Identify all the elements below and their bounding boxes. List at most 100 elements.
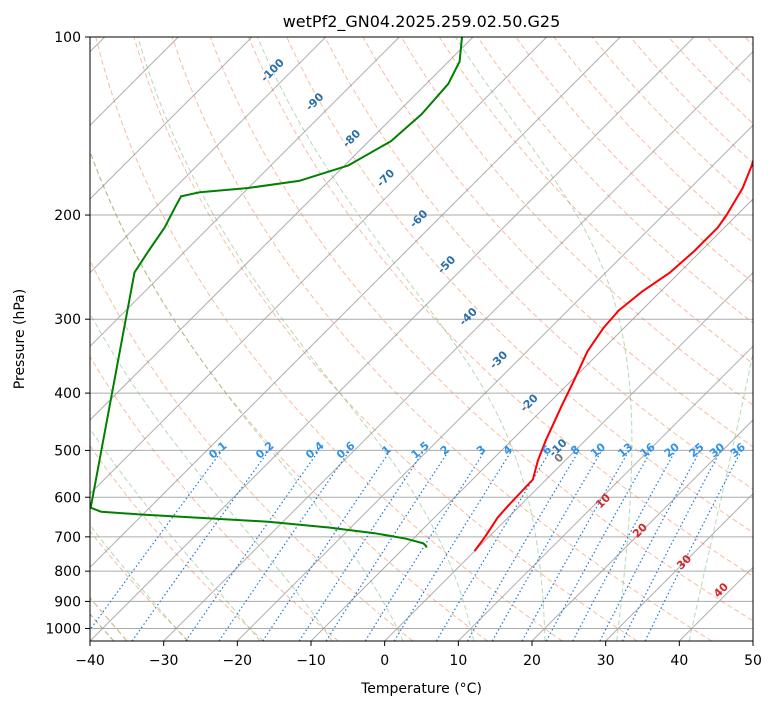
moist-adiabat-line [137, 37, 475, 641]
dry-adiabat-line [90, 444, 264, 641]
y-tick-label: 1000 [45, 621, 81, 637]
y-axis-label: Pressure (hPa) [12, 289, 28, 389]
dry-adiabat-line [438, 37, 753, 365]
mixing-ratio-label: 16 [638, 440, 658, 460]
x-tick-label: 40 [670, 653, 688, 669]
mixing-ratio-line [185, 450, 320, 641]
dry-adiabat-line [248, 37, 753, 577]
chart-title: wetPf2_GN04.2025.259.02.50.G25 [283, 12, 561, 32]
mixing-ratio-label: 25 [687, 440, 707, 460]
axes: −40 −30 −20 −10 0 10 20 30 40 50 100 200 300 400 500 60… [45, 30, 762, 669]
y-tick-label: 900 [54, 594, 81, 610]
isotherm-line [457, 345, 753, 641]
dry-adiabat-line [515, 37, 753, 284]
x-axis-label: Temperature (°C) [360, 681, 482, 697]
isotherm-line [90, 37, 695, 641]
dry-adiabat-line [668, 37, 753, 125]
isotherm-line [90, 37, 327, 274]
dry-adiabat-line [400, 37, 753, 406]
dry-adiabat-line [90, 530, 190, 641]
temperature-line [473, 158, 753, 552]
mixing-ratio-label: 20 [662, 440, 682, 460]
dry-adiabat-line [324, 37, 753, 490]
y-tick-label: 100 [54, 30, 81, 46]
moist-adiabat-line [762, 37, 775, 641]
mixing-ratio-line [218, 450, 351, 641]
mixing-ratio-label: 1 [379, 443, 393, 458]
x-tick-label: −10 [296, 653, 326, 669]
moist-adiabat-line [256, 37, 546, 641]
y-tick-label: 800 [54, 564, 81, 580]
mixing-ratio-label: 1.5 [409, 439, 432, 461]
isotherm-line [531, 419, 753, 641]
background-lines [90, 37, 775, 641]
x-tick-label: −30 [149, 653, 179, 669]
wet-bulb-label: -70 [374, 166, 397, 189]
mixing-ratio-line [521, 450, 630, 641]
moist-adiabat-label: 40 [711, 580, 731, 600]
isotherm-line [90, 37, 253, 200]
mixing-ratio-label: 30 [707, 440, 727, 460]
mixing-ratio-label: 0.4 [303, 439, 327, 462]
wet-bulb-label: -80 [340, 127, 363, 150]
wet-bulb-curve [90, 596, 128, 641]
dry-adiabat-line [591, 37, 753, 204]
wet-bulb-label: -50 [435, 253, 458, 276]
x-tick-label: −40 [75, 653, 105, 669]
isotherm-line [752, 640, 753, 641]
mixing-ratio-line [298, 450, 425, 641]
wet-bulb-label: -90 [303, 90, 326, 113]
isotherm-line [90, 37, 548, 495]
mixing-ratio-line [466, 450, 580, 641]
moist-adiabat-line [90, 149, 404, 641]
dry-adiabat-line [133, 37, 638, 641]
moist-adiabat-line [90, 427, 261, 641]
mixing-ratio-line [90, 450, 223, 631]
mixing-ratio-label: 2 [438, 443, 452, 458]
y-tick-label: 200 [54, 208, 81, 224]
mixing-ratio-line [545, 450, 652, 641]
isotherm-line [678, 566, 753, 641]
moist-adiabat-line [90, 524, 188, 641]
mixing-ratio-line [599, 450, 701, 641]
dry-adiabat-line [744, 37, 753, 46]
dewpoint-line [90, 37, 463, 548]
x-tick-label: 10 [449, 653, 467, 669]
dry-adiabat-line [90, 355, 339, 641]
wet-bulb-label: -60 [407, 207, 430, 230]
isotherm-line [90, 37, 621, 569]
isotherm-line [384, 271, 753, 641]
isotherm-line [163, 50, 753, 641]
mixing-ratio-line [644, 450, 743, 641]
mixing-ratio-line [131, 450, 270, 641]
dry-adiabat-line [171, 37, 712, 641]
mixing-ratio-label: 13 [615, 440, 635, 460]
profile-lines [90, 37, 753, 552]
dry-adiabat-line [286, 37, 753, 534]
isotherm-line [605, 492, 753, 641]
y-tick-label: 500 [54, 443, 81, 459]
moist-adiabat-line [90, 312, 333, 641]
moist-adiabat-line [688, 350, 753, 641]
x-tick-label: 0 [380, 653, 389, 669]
dry-adiabat-line [553, 37, 753, 244]
moist-adiabat-label: 20 [630, 520, 650, 540]
x-tick-label: 50 [744, 653, 762, 669]
isotherm-line [90, 37, 474, 421]
mixing-ratio-label: 0.1 [206, 439, 229, 461]
isotherm-line [310, 198, 753, 641]
mixing-ratio-line [393, 450, 513, 641]
mixing-ratio-line [572, 450, 677, 641]
wet-bulb-label: -30 [487, 348, 510, 371]
plot-frame [89, 36, 754, 642]
mixing-ratio-line [262, 450, 391, 641]
x-tick-label: 30 [597, 653, 615, 669]
dry-adiabat-line [362, 37, 753, 448]
x-tick-label: −20 [223, 653, 253, 669]
isotherm-line [236, 124, 753, 641]
mixing-ratio-line [621, 450, 722, 641]
dry-adiabat-line [706, 37, 753, 86]
isotherm-line [90, 37, 400, 348]
x-tick-label: 20 [523, 653, 541, 669]
